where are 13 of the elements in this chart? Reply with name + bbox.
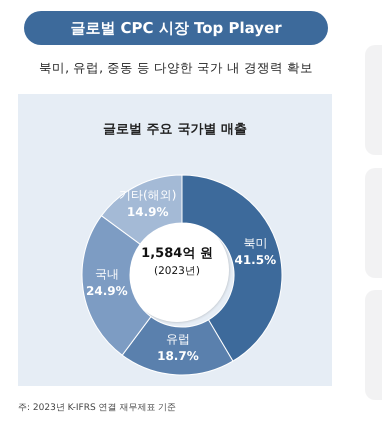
text: (2023년) [153,264,201,278]
data-label: 24.9% [86,284,128,298]
data-label: 14.9% [126,205,169,220]
slice-label: 유럽 [166,332,190,346]
text: 주: 2023년 K-IFRS 연결 재무제표 기준 [18,402,176,414]
chart-subtitle: 북미, 유럽, 중동 등 다양한 국가 내 경쟁력 확보 [38,60,314,77]
text: 글로벌 주요 국가별 매출 [102,121,248,138]
slice-label: 국내 [94,267,119,282]
chart-title: 글로벌 CPC 시장 Top Player [24,11,328,45]
slice-label: 북미 [243,236,268,250]
data-label: 41.5% [234,252,276,267]
data-label: 18.7% [157,348,199,363]
text: 1,584억 원 [140,245,214,262]
